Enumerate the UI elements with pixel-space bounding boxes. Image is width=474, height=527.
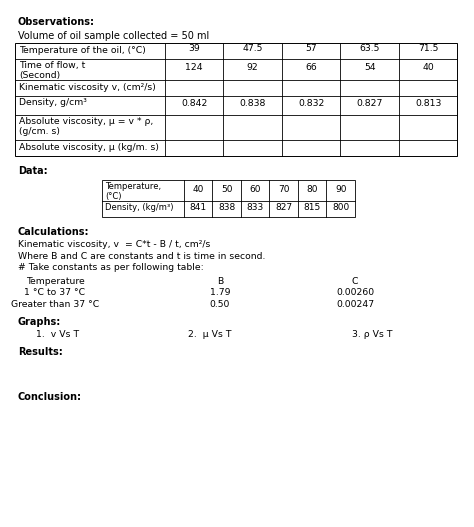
Text: Conclusion:: Conclusion: — [18, 392, 82, 402]
Text: Temperature: Temperature — [26, 277, 84, 286]
Text: 0.827: 0.827 — [356, 99, 383, 108]
Text: 0.838: 0.838 — [239, 99, 266, 108]
Text: 57: 57 — [305, 44, 317, 53]
Text: B: B — [217, 277, 223, 286]
Text: 39: 39 — [188, 44, 200, 53]
Text: Results:: Results: — [18, 347, 63, 357]
Text: 54: 54 — [364, 63, 375, 72]
Text: 0.00260: 0.00260 — [336, 288, 374, 297]
Text: Time of flow, t
(Second): Time of flow, t (Second) — [19, 61, 85, 81]
Text: 63.5: 63.5 — [360, 44, 380, 53]
Text: 70: 70 — [278, 185, 290, 194]
Text: 838: 838 — [218, 203, 236, 212]
Text: Density, g/cm³: Density, g/cm³ — [19, 98, 87, 107]
Text: 124: 124 — [185, 63, 203, 72]
Text: 3. ρ Vs T: 3. ρ Vs T — [352, 330, 392, 339]
Text: Where B and C are constants and t is time in second.: Where B and C are constants and t is tim… — [18, 251, 265, 260]
Text: 1.  v Vs T: 1. v Vs T — [36, 330, 79, 339]
Text: 40: 40 — [192, 185, 204, 194]
Text: 0.00247: 0.00247 — [336, 299, 374, 308]
Text: 841: 841 — [190, 203, 207, 212]
Text: 47.5: 47.5 — [243, 44, 263, 53]
Text: 815: 815 — [304, 203, 321, 212]
Text: Kinematic viscosity v, (cm²/s): Kinematic viscosity v, (cm²/s) — [19, 83, 156, 92]
Text: 71.5: 71.5 — [418, 44, 438, 53]
Text: 90: 90 — [335, 185, 346, 194]
Text: Calculations:: Calculations: — [18, 227, 90, 237]
Text: C: C — [352, 277, 358, 286]
Text: 0.813: 0.813 — [415, 99, 441, 108]
Text: Absolute viscosity, μ = v * ρ,
(g/cm. s): Absolute viscosity, μ = v * ρ, (g/cm. s) — [19, 117, 153, 136]
Text: 66: 66 — [305, 63, 317, 72]
Text: Observations:: Observations: — [18, 17, 95, 27]
Text: Temperature,
(°C): Temperature, (°C) — [105, 181, 161, 201]
Text: 0.832: 0.832 — [298, 99, 324, 108]
Text: Temperature of the oil, (°C): Temperature of the oil, (°C) — [19, 45, 146, 54]
Text: 40: 40 — [422, 63, 434, 72]
Text: 2.  μ Vs T: 2. μ Vs T — [188, 330, 231, 339]
Text: 1 °C to 37 °C: 1 °C to 37 °C — [25, 288, 86, 297]
Text: # Take constants as per following table:: # Take constants as per following table: — [18, 263, 204, 272]
Bar — [102, 180, 355, 217]
Text: Graphs:: Graphs: — [18, 317, 61, 327]
Text: 827: 827 — [275, 203, 292, 212]
Text: 1.79: 1.79 — [210, 288, 230, 297]
Text: 0.50: 0.50 — [210, 299, 230, 308]
Text: 0.842: 0.842 — [181, 99, 208, 108]
Text: Greater than 37 °C: Greater than 37 °C — [11, 299, 99, 308]
Text: 800: 800 — [332, 203, 349, 212]
Text: 92: 92 — [247, 63, 259, 72]
Text: Data:: Data: — [18, 165, 47, 175]
Bar — [15, 43, 457, 155]
Text: 50: 50 — [221, 185, 233, 194]
Text: 833: 833 — [246, 203, 264, 212]
Text: 80: 80 — [307, 185, 318, 194]
Text: Absolute viscosity, μ (kg/m. s): Absolute viscosity, μ (kg/m. s) — [19, 142, 159, 151]
Text: 60: 60 — [249, 185, 261, 194]
Text: Volume of oil sample collected = 50 ml: Volume of oil sample collected = 50 ml — [18, 31, 209, 41]
Text: Density, (kg/m³): Density, (kg/m³) — [105, 203, 173, 212]
Text: Kinematic viscosity, v  = C*t - B / t, cm²/s: Kinematic viscosity, v = C*t - B / t, cm… — [18, 240, 210, 249]
